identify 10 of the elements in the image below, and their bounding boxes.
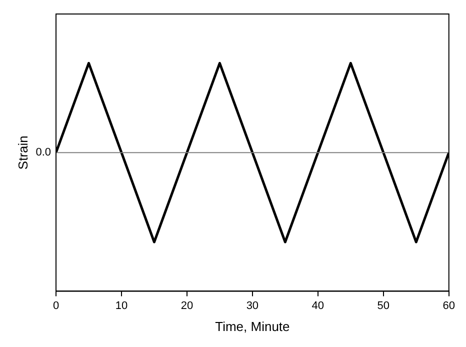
x-tick-label: 50 [377,300,390,312]
y-axis-title: Strain [16,136,31,170]
x-tick-label: 60 [442,300,456,312]
x-axis-title: Time, Minute [215,318,290,334]
x-tick-label: 0 [52,300,60,312]
x-tick-label: 40 [312,300,324,312]
x-tick-label: 30 [246,300,259,312]
x-tick-label: 10 [115,300,128,312]
ref-line-label: 0.0 [36,146,51,159]
x-tick-label: 20 [180,300,194,312]
